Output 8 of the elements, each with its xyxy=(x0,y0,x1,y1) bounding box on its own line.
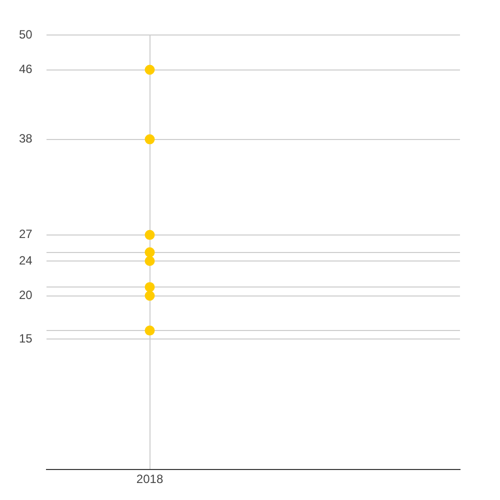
y-tick-label: 27 xyxy=(18,227,33,242)
y-tick-label: 15 xyxy=(18,332,33,346)
y-tick-label: 24 xyxy=(18,253,33,268)
y-tick-label: 20 xyxy=(18,288,33,302)
y-tick-label: 50 xyxy=(18,27,33,42)
y-tick-label: 46 xyxy=(18,62,33,76)
y-tick-label: 38 xyxy=(18,132,33,146)
x-tick-label: 2018 xyxy=(136,472,164,486)
